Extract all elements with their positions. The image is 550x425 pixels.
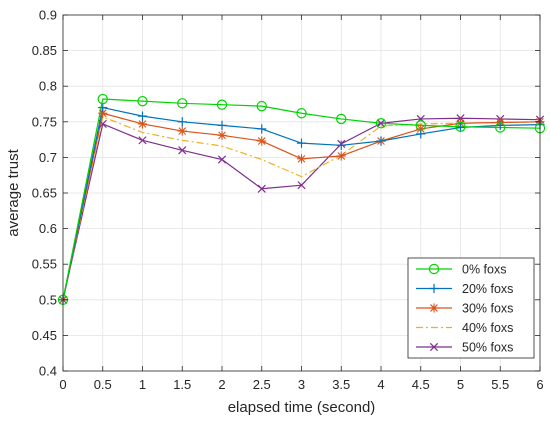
- y-tick-label: 0.65: [32, 186, 57, 201]
- legend: 0% foxs 20% foxs 30% foxs 40% foxs 50% foxs: [407, 257, 535, 359]
- data-point-s1-5: [257, 124, 267, 134]
- x-tick-label: 1: [139, 377, 146, 392]
- data-point-s2-3-b: [178, 127, 187, 135]
- data-point-s0-6: [296, 108, 307, 119]
- data-point-s1-7: [336, 140, 346, 150]
- legend-item-1: 20% foxs: [416, 282, 513, 296]
- y-tick-label: 0.75: [32, 114, 57, 129]
- data-point-s0-7: [336, 113, 347, 125]
- data-point-s1-11: [495, 120, 505, 130]
- data-point-s2-9-b: [416, 125, 425, 133]
- data-point-s2-6-b: [297, 154, 306, 163]
- data-point-s2-5: [257, 136, 267, 146]
- legend-label-3: 40% foxs: [462, 321, 513, 335]
- x-tick-label: 5: [457, 377, 464, 392]
- legend-marker-1: [429, 283, 439, 294]
- legend-marker-4: [429, 342, 439, 352]
- data-point-s0-11: [495, 122, 506, 133]
- data-point-s1-1: [98, 102, 108, 113]
- y-tick-label: 0.45: [32, 328, 57, 343]
- y-tick-label: 0.9: [39, 8, 57, 23]
- x-tick-label: 0: [59, 377, 66, 392]
- data-point-s4-6: [297, 181, 306, 190]
- data-point-s1-3: [177, 117, 187, 127]
- legend-label-2: 30% foxs: [462, 302, 513, 316]
- data-point-s4-5: [257, 184, 266, 193]
- data-point-s2-2: [137, 119, 148, 129]
- legend-item-3: 40% foxs: [416, 321, 513, 335]
- data-point-s2-5-b: [257, 137, 266, 145]
- y-tick-label: 0.7: [39, 150, 57, 165]
- data-point-s4-8-b: [376, 119, 386, 128]
- data-point-s0-8: [375, 118, 387, 129]
- y-tick-label: 0.6: [39, 221, 57, 236]
- data-point-s2-1: [98, 108, 108, 118]
- legend-marker-0: [428, 263, 440, 275]
- data-point-s2-3: [177, 126, 187, 136]
- data-point-s4-1-b: [98, 119, 107, 129]
- legend-marker-4-b: [429, 342, 439, 352]
- data-point-s4-2-b: [138, 136, 147, 145]
- data-point-s0-9: [415, 120, 426, 131]
- y-tick-label: 0.5: [39, 292, 57, 307]
- data-point-s0-5: [256, 100, 267, 112]
- data-point-s2-2-b: [138, 120, 147, 128]
- y-tick-label: 0.85: [32, 43, 57, 58]
- data-point-s2-4: [217, 130, 227, 140]
- x-axis-label: elapsed time (second): [228, 399, 376, 416]
- data-point-s0-2: [137, 95, 148, 107]
- data-point-s2-4-b: [218, 131, 226, 140]
- legend-marker-2: [429, 303, 439, 313]
- y-tick-label: 0.8: [39, 79, 57, 94]
- legend-item-2: 30% foxs: [416, 302, 513, 316]
- data-point-s4-4-b: [217, 155, 227, 164]
- data-point-s1-10: [455, 122, 466, 133]
- y-tick-label: 0.4: [39, 364, 57, 379]
- y-tick-label: 0.55: [32, 257, 57, 272]
- data-point-s2-7-b: [337, 152, 346, 160]
- x-tick-label: 4: [377, 377, 384, 392]
- data-point-s4-8: [376, 119, 386, 128]
- legend-item-0: 0% foxs: [416, 263, 506, 277]
- data-point-s1-8: [376, 136, 386, 146]
- x-tick-label: 3.5: [332, 377, 350, 392]
- x-tick-label: 2: [218, 377, 225, 392]
- data-point-s4-2: [138, 136, 147, 145]
- data-point-s0-4: [216, 99, 228, 110]
- legend-item-4: 50% foxs: [416, 341, 513, 355]
- data-point-s1-2: [137, 111, 148, 121]
- data-point-s1-6: [296, 138, 307, 148]
- x-tick-label: 2.5: [253, 377, 271, 392]
- data-point-s0-3: [177, 98, 188, 109]
- legend-label-1: 20% foxs: [462, 282, 513, 296]
- data-point-s4-1: [98, 119, 107, 129]
- data-point-s2-7: [336, 151, 346, 161]
- x-tick-label: 1.5: [173, 377, 191, 392]
- x-tick-labels: 0 0.5 1 1.5 2 2.5 3 3.5 4 4.5 5 5.5 6: [59, 377, 543, 392]
- data-point-s4-6-b: [297, 181, 306, 190]
- x-tick-label: 5.5: [491, 377, 509, 392]
- data-point-s1-4: [217, 120, 227, 130]
- y-axis-label: average trust: [5, 148, 22, 236]
- x-tick-label: 4.5: [412, 377, 430, 392]
- series-line-3: [62, 116, 541, 300]
- x-tick-label: 3: [298, 377, 305, 392]
- legend-label-0: 0% foxs: [462, 263, 506, 277]
- data-point-s4-5-b: [257, 184, 266, 193]
- legend-marker-2-b: [430, 304, 438, 312]
- y-tick-labels: 0.4 0.45 0.5 0.55 0.6 0.65 0.7 0.75 0.8 0.85 0.9: [32, 8, 57, 379]
- axis-ticks: [62, 14, 541, 372]
- data-point-s4-4: [217, 155, 227, 164]
- x-tick-label: 0.5: [94, 377, 112, 392]
- x-tick-label: 6: [536, 377, 543, 392]
- data-point-s2-6: [296, 154, 307, 164]
- data-point-s4-3-b: [178, 146, 187, 155]
- data-point-s0-1: [97, 93, 108, 105]
- data-point-s4-3: [178, 146, 187, 155]
- legend-label-4: 50% foxs: [462, 341, 513, 355]
- data-point-s2-1-b: [98, 109, 107, 118]
- data-point-s1-9: [416, 129, 426, 139]
- data-point-s0-10: [455, 121, 466, 132]
